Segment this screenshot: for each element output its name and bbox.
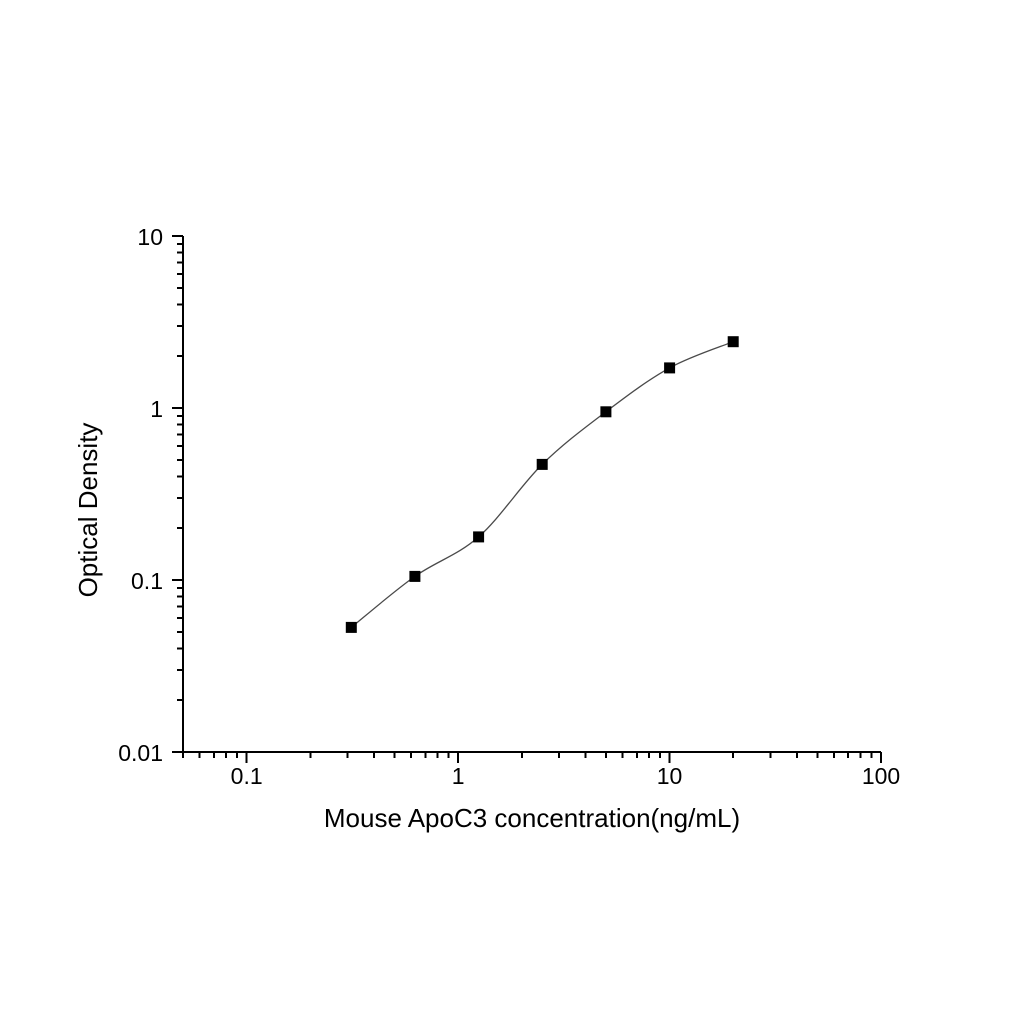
data-point-marker <box>664 362 676 374</box>
y-tick-label: 10 <box>137 224 163 250</box>
data-point-marker <box>727 336 739 348</box>
y-tick-label: 1 <box>150 396 163 422</box>
data-point-marker <box>409 570 421 582</box>
y-tick-label: 0.01 <box>118 740 163 766</box>
data-point-marker <box>600 406 612 418</box>
x-tick-label: 0.1 <box>231 763 263 789</box>
x-tick-label: 1 <box>452 763 465 789</box>
y-tick-label: 0.1 <box>131 568 163 594</box>
x-tick-label: 100 <box>862 763 900 789</box>
data-point-marker <box>345 621 357 633</box>
x-tick-label: 10 <box>657 763 683 789</box>
data-point-marker <box>473 531 485 543</box>
y-axis-title: Optical Density <box>73 423 103 598</box>
standard-curve-line <box>350 341 734 628</box>
x-axis-title: Mouse ApoC3 concentration(ng/mL) <box>324 803 740 833</box>
data-point-marker <box>536 458 548 470</box>
